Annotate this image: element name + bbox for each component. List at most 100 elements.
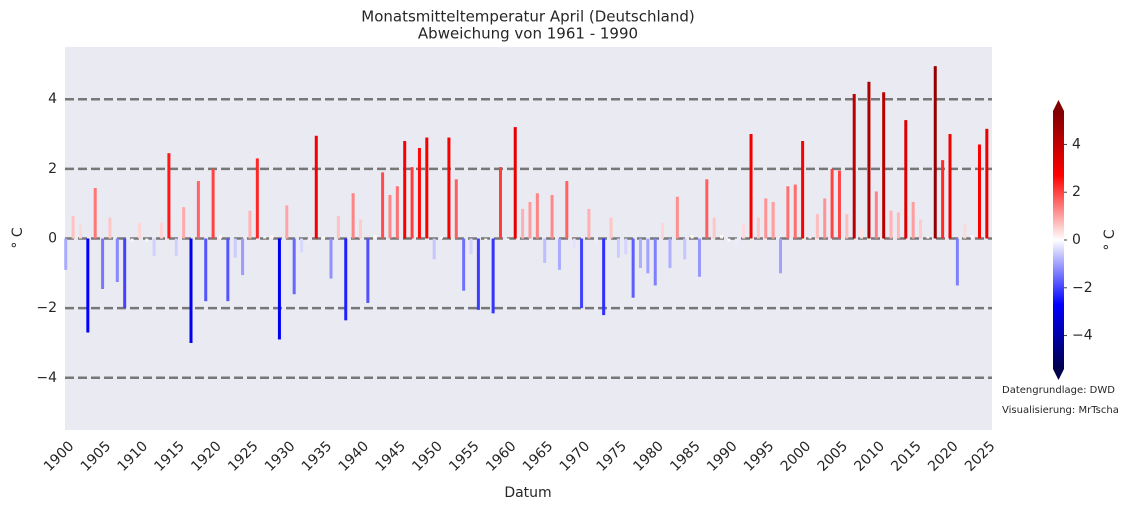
bar — [373, 235, 377, 239]
bar — [720, 235, 724, 239]
bar — [631, 238, 635, 298]
bar — [491, 238, 495, 314]
x-axis-label: Datum — [504, 485, 551, 501]
bar — [594, 238, 598, 246]
x-tick-label: 1995 — [741, 438, 778, 475]
bar — [137, 222, 141, 239]
bar — [587, 208, 591, 239]
bar — [580, 238, 584, 309]
x-tick-label: 2005 — [815, 438, 852, 475]
bar — [970, 235, 974, 239]
bar — [425, 137, 429, 239]
x-tick-label: 1990 — [704, 438, 741, 475]
bar — [639, 238, 643, 269]
bar — [86, 238, 90, 333]
x-tick-label: 2010 — [851, 438, 888, 475]
x-tick-label: 1920 — [188, 438, 225, 475]
bar — [255, 158, 259, 239]
bar — [285, 205, 289, 239]
bar — [329, 238, 333, 279]
bar — [933, 66, 937, 239]
bar — [609, 217, 613, 239]
x-tick-label: 1940 — [336, 438, 373, 475]
bar — [852, 94, 856, 239]
bar — [963, 224, 967, 239]
colorbar-extend — [1053, 100, 1064, 111]
bar — [911, 201, 915, 239]
bar — [535, 193, 539, 239]
bar — [727, 238, 731, 242]
bar — [366, 238, 370, 303]
bar — [616, 238, 620, 258]
bar — [668, 238, 672, 269]
y-tick-label: −2 — [36, 300, 57, 316]
bar — [977, 144, 981, 239]
annotation: Datengrundlage: DWD — [1002, 385, 1115, 396]
bar — [447, 137, 451, 239]
bar — [123, 238, 127, 309]
x-tick-label: 1965 — [520, 438, 557, 475]
bar — [498, 167, 502, 239]
bar — [941, 160, 945, 239]
x-tick-label: 2025 — [962, 438, 999, 475]
bar — [277, 238, 281, 340]
colorbar-tick-label: −2 — [1072, 280, 1093, 296]
colorbar — [1053, 111, 1064, 369]
bar — [845, 214, 849, 239]
bar — [462, 238, 466, 291]
bar — [403, 141, 407, 239]
bar — [948, 134, 952, 239]
colorbar-tick-label: 4 — [1072, 136, 1081, 152]
x-tick-label: 1970 — [557, 438, 594, 475]
bar — [690, 235, 694, 239]
bar — [661, 222, 665, 239]
bar — [624, 238, 628, 255]
bar — [683, 238, 687, 260]
bar — [152, 238, 156, 256]
bar — [78, 224, 82, 239]
bar — [351, 193, 355, 239]
bar — [557, 238, 561, 270]
bar — [830, 168, 834, 239]
bar — [211, 168, 215, 239]
x-tick-label: 1975 — [594, 438, 631, 475]
bar — [646, 238, 650, 274]
bar — [653, 238, 657, 286]
bar — [742, 224, 746, 239]
bar — [432, 238, 436, 260]
chart-subtitle: Abweichung von 1961 - 1990 — [418, 25, 638, 43]
bar — [779, 238, 783, 274]
bar — [454, 179, 458, 239]
bar — [749, 134, 753, 239]
bar — [226, 238, 230, 302]
y-tick-label: 4 — [48, 91, 57, 107]
bar — [484, 238, 488, 241]
bar — [130, 238, 134, 242]
bar — [322, 236, 326, 239]
y-tick-label: 2 — [48, 161, 57, 177]
y-tick-label: −4 — [36, 370, 57, 386]
bar — [218, 235, 222, 239]
colorbar-tick-label: −4 — [1072, 328, 1093, 344]
bar — [71, 215, 75, 239]
colorbar-label: ° C — [1102, 229, 1118, 250]
x-tick-label: 1905 — [78, 438, 115, 475]
x-tick-label: 1915 — [151, 438, 188, 475]
bar — [469, 238, 473, 255]
bar — [985, 128, 989, 239]
bar — [904, 120, 908, 239]
bar — [115, 238, 119, 283]
bar — [64, 238, 68, 270]
bar — [771, 201, 775, 239]
bar — [270, 235, 274, 239]
colorbar-tick-label: 2 — [1072, 184, 1081, 200]
bar — [344, 238, 348, 321]
bar — [314, 135, 318, 239]
bar — [101, 238, 105, 289]
bar — [602, 238, 606, 316]
bar — [808, 236, 812, 239]
bar — [837, 170, 841, 239]
bar — [543, 238, 547, 263]
bar — [521, 208, 525, 239]
